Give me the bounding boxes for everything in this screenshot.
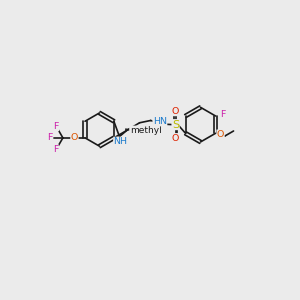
Text: O: O: [71, 134, 78, 142]
Text: O: O: [172, 107, 179, 116]
Text: HN: HN: [153, 117, 167, 126]
Text: O: O: [217, 130, 224, 139]
Text: methyl: methyl: [130, 126, 161, 135]
Text: F: F: [53, 122, 58, 131]
Text: F: F: [53, 145, 58, 154]
Text: F: F: [47, 134, 53, 142]
Text: F: F: [220, 110, 225, 118]
Text: NH: NH: [114, 137, 128, 146]
Text: O: O: [172, 134, 179, 142]
Text: S: S: [172, 120, 179, 130]
